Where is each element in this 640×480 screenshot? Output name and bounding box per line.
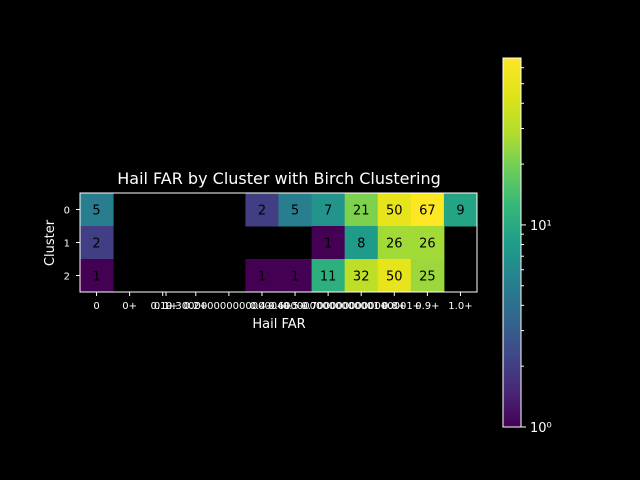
x-tick-label: 0.2+ [184,301,208,312]
x-tick-label: 0.1+ [151,301,175,312]
cell-value-label: 11 [320,270,337,285]
x-axis-label: Hail FAR [252,317,305,332]
heatmap-cell [311,259,346,293]
heatmap-cell [80,259,114,293]
cell-value-label: 5 [92,204,100,219]
colorbar-tick-label: 10⁰ [530,421,552,436]
heatmap-cell [410,259,445,293]
heatmap-cell [344,226,379,260]
x-tick-label: 0.1+ [154,301,178,312]
heatmap-cell [410,193,445,227]
x-tick-label: 0.8+ [382,301,406,312]
cell-value-label: 26 [419,237,436,252]
heatmap-cell [377,226,412,260]
cell-value-label: 21 [353,204,370,219]
x-tick-label: 0+ [122,301,137,312]
heatmap-cell [377,193,412,227]
heatmap-cell [443,193,478,227]
y-tick-label: 0 [64,206,70,217]
cell-value-label: 5 [291,204,299,219]
colorbar-tick-label: 10¹ [530,219,552,234]
cell-value-label: 7 [324,204,332,219]
cell-value-label: 8 [357,237,365,252]
x-tick-label: 0.4+ [250,301,274,312]
heatmap-cell [278,259,313,293]
heatmap-cell [311,193,346,227]
x-tick-label: 0.9+ [415,301,439,312]
heatmap-cell [344,193,379,227]
x-tick-label: 0.6000000000000001+ [268,301,388,312]
cell-value-label: 1 [258,270,266,285]
heatmap-cells [80,193,478,293]
x-tick-label: 0 [93,301,99,312]
heatmap-cell [80,193,114,227]
colorbar-ticks: 10⁰ 10¹ [521,67,552,436]
cell-value-label: 1 [92,270,100,285]
colorbar [502,57,522,428]
x-tick-label: 0.30000000000000004+ [166,301,292,312]
cell-annotations: 5 2 5 7 21 50 67 92 1 8 26 261 1 1 11 32 50 25 [92,204,464,285]
cell-value-label: 26 [386,237,403,252]
x-tick-label: 1.0+ [448,301,472,312]
chart-title: Hail FAR by Cluster with Birch Clusterin… [117,169,441,188]
cell-value-label: 1 [324,237,332,252]
cell-value-label: 2 [92,237,100,252]
heatmap-cell [278,193,313,227]
cell-value-label: 1 [291,270,299,285]
x-tick-label: 0.7000000000000001+ [301,301,421,312]
heatmap-cell [410,226,445,260]
heatmap-cell [245,259,279,293]
cell-value-label: 50 [386,204,403,219]
heatmap-cell [245,193,279,227]
y-axis-label: Cluster [43,219,58,266]
y-ticks: 0 1 2 [64,206,80,283]
heatmap-cell [80,226,114,260]
cell-value-label: 50 [386,270,403,285]
x-tick-label: 0.5+ [283,301,307,312]
y-tick-label: 2 [64,272,70,283]
cell-value-label: 2 [258,204,266,219]
cell-value-label: 67 [419,204,436,219]
cell-value-label: 9 [456,204,464,219]
cell-value-label: 25 [419,270,436,285]
y-tick-label: 1 [64,239,70,250]
x-ticks: 0 0+ 0.1+0.1+ 0.2+0.30000000000000004+0.4+ 0… [93,292,473,312]
heatmap-cell [377,259,412,293]
heatmap-cell [311,226,346,260]
cell-value-label: 32 [353,270,370,285]
heatmap-cell [344,259,379,293]
